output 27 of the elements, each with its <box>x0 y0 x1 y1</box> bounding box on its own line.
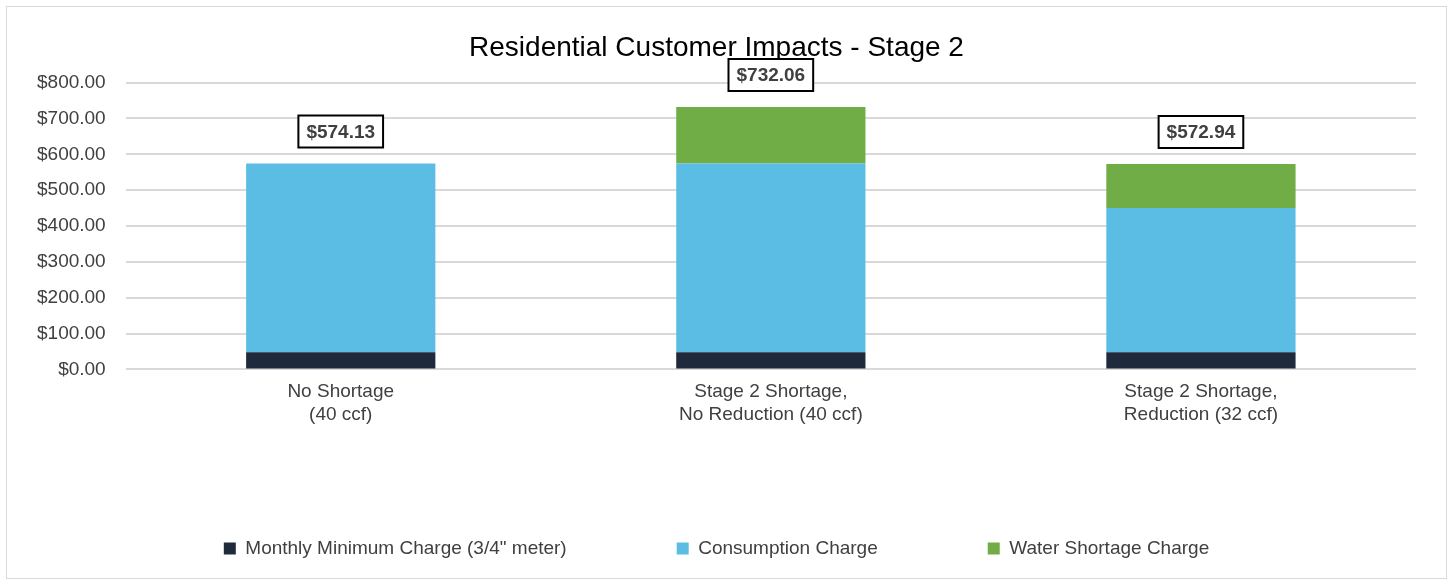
y-tick-label: $400.00 <box>36 214 106 236</box>
bar <box>246 163 436 353</box>
total-label: $572.94 <box>1166 121 1236 143</box>
y-tick-label: $200.00 <box>36 285 106 307</box>
x-tick-label: No Shortage (40 ccf) <box>287 380 395 424</box>
bar <box>246 352 436 369</box>
bar <box>1106 352 1296 369</box>
bar <box>676 352 866 369</box>
total-label: $732.06 <box>736 64 806 86</box>
bar <box>676 106 866 164</box>
x-tick-label: Stage 2 Shortage, Reduction (32 ccf) <box>1123 380 1279 424</box>
chart-title: Residential Customer Impacts - Stage 2 <box>469 30 964 62</box>
y-tick-label: $500.00 <box>36 178 106 200</box>
bar <box>676 163 866 353</box>
legend-label: Consumption Charge <box>698 536 878 558</box>
y-tick-label: $300.00 <box>36 250 106 272</box>
legend-label: Monthly Minimum Charge (3/4" meter) <box>245 536 567 558</box>
y-tick-label: $700.00 <box>36 106 106 128</box>
y-tick-label: $800.00 <box>36 70 106 92</box>
y-tick-label: $0.00 <box>58 357 106 379</box>
bar <box>1106 208 1296 353</box>
legend-label: Water Shortage Charge <box>1009 536 1210 558</box>
y-tick-label: $100.00 <box>36 321 106 343</box>
y-tick-label: $600.00 <box>36 142 106 164</box>
x-tick-label: Stage 2 Shortage, No Reduction (40 ccf) <box>678 380 863 424</box>
total-label: $574.13 <box>306 120 376 142</box>
bar <box>1106 164 1296 209</box>
